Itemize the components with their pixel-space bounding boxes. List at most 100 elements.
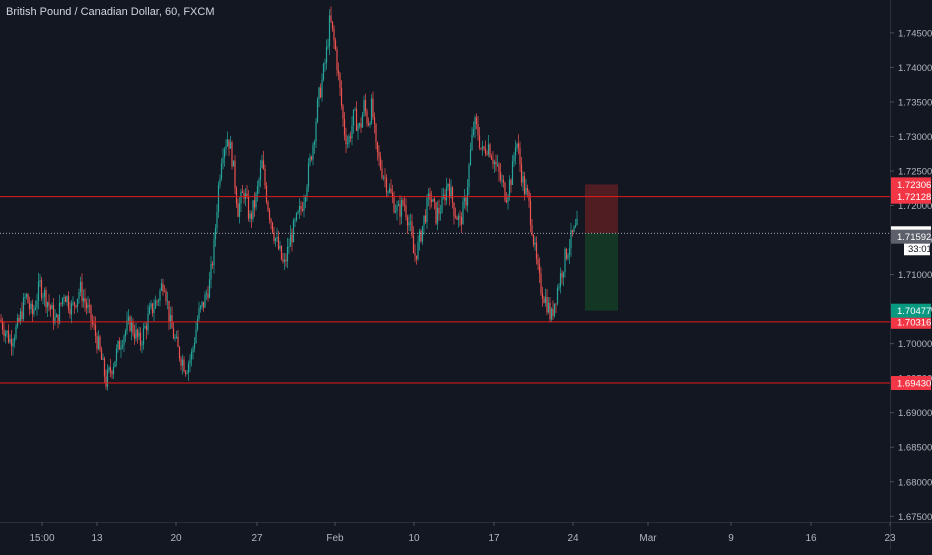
candle-body xyxy=(34,307,37,310)
candle-body xyxy=(231,142,233,167)
candle-body xyxy=(388,188,391,192)
ghost-price-label: 1.71592 xyxy=(897,232,931,243)
candle-body xyxy=(213,239,215,266)
countdown-bg xyxy=(904,241,930,256)
candle-body xyxy=(133,333,136,339)
candle-body xyxy=(441,197,443,213)
candle-body xyxy=(177,336,179,348)
candle-body xyxy=(52,304,55,324)
candle-body xyxy=(319,87,322,98)
candle-body xyxy=(349,136,352,139)
candle-body xyxy=(172,328,175,339)
stop-price-label: 1.72306 xyxy=(897,180,931,191)
candle-body xyxy=(550,308,553,320)
candle-body xyxy=(84,298,86,304)
candle-body xyxy=(118,341,121,350)
candle-body xyxy=(138,332,140,337)
level-price-label-bg xyxy=(891,314,931,329)
x-tick-label: 10 xyxy=(408,533,420,544)
candle-body xyxy=(546,297,548,313)
candle-body xyxy=(141,344,143,346)
candle-body xyxy=(76,298,79,307)
candle-body xyxy=(427,193,430,198)
candle-body xyxy=(33,309,35,315)
candle-body xyxy=(120,346,122,350)
candle-body xyxy=(474,117,476,130)
candle-body xyxy=(66,295,68,303)
level-price-label: 1.69430 xyxy=(897,379,931,390)
candle-body xyxy=(318,87,320,99)
candle-body xyxy=(310,156,313,160)
candle-body xyxy=(363,100,365,115)
candle-body xyxy=(232,160,235,167)
candle-body xyxy=(327,45,329,48)
candle-body xyxy=(55,314,58,318)
candle-body xyxy=(436,208,439,224)
candle-body xyxy=(73,302,76,306)
price-scale-panel[interactable] xyxy=(890,0,932,550)
candle-body xyxy=(123,336,125,345)
candle-body xyxy=(517,143,520,149)
candle-body xyxy=(124,330,127,337)
candle-body xyxy=(499,172,502,180)
candle-body xyxy=(60,302,62,304)
candle-body xyxy=(150,303,152,308)
candle-body xyxy=(396,205,398,212)
candle-body xyxy=(469,149,472,166)
candle-body xyxy=(217,184,220,212)
candle-body xyxy=(483,146,485,149)
candle-body xyxy=(4,332,7,336)
candle-body xyxy=(460,216,463,225)
candle-body xyxy=(397,204,400,206)
candle-body xyxy=(529,200,532,226)
candle-body xyxy=(243,192,245,199)
candle-body xyxy=(295,213,298,221)
candle-body xyxy=(490,156,493,160)
candle-body xyxy=(222,157,224,164)
candle-body xyxy=(373,117,376,124)
candle-body xyxy=(328,15,331,46)
candle-body xyxy=(535,242,538,259)
candle-body xyxy=(324,62,326,64)
candle-body xyxy=(336,49,338,71)
candle-body xyxy=(250,213,253,219)
candle-body xyxy=(445,186,448,201)
candle-body xyxy=(165,291,167,301)
candle-body xyxy=(72,302,74,304)
candle-body xyxy=(360,123,362,128)
candle-body xyxy=(333,28,335,41)
candle-body xyxy=(204,294,206,308)
candle-body xyxy=(121,344,124,347)
y-tick-label: 1.72000 xyxy=(898,201,932,212)
candle-body xyxy=(406,217,409,226)
candle-body xyxy=(498,164,500,173)
candle-body xyxy=(463,197,466,202)
x-tick-label: Feb xyxy=(326,533,344,544)
candle-body xyxy=(225,146,227,150)
candle-body xyxy=(48,302,50,306)
candle-body xyxy=(456,217,458,220)
candle-body xyxy=(321,79,323,98)
candle-body xyxy=(252,200,254,219)
candle-body xyxy=(559,273,562,288)
candle-body xyxy=(0,319,2,322)
candle-body xyxy=(508,179,511,196)
candle-body xyxy=(196,319,199,330)
candle-body xyxy=(153,308,155,314)
candle-body xyxy=(444,194,446,201)
candle-body xyxy=(274,238,277,241)
chart-title: British Pound / Canadian Dollar, 60, FXC… xyxy=(6,6,215,18)
candle-body xyxy=(394,211,397,213)
take-profit-zone[interactable] xyxy=(585,233,618,311)
stop-loss-zone[interactable] xyxy=(585,184,618,234)
candle-body xyxy=(448,183,451,198)
candle-body xyxy=(286,246,289,262)
y-tick-label: 1.74000 xyxy=(898,63,932,74)
candle-body xyxy=(309,156,311,164)
candle-body xyxy=(105,376,107,387)
candle-body xyxy=(352,109,355,126)
candle-body xyxy=(273,232,275,241)
candle-body xyxy=(234,160,236,189)
